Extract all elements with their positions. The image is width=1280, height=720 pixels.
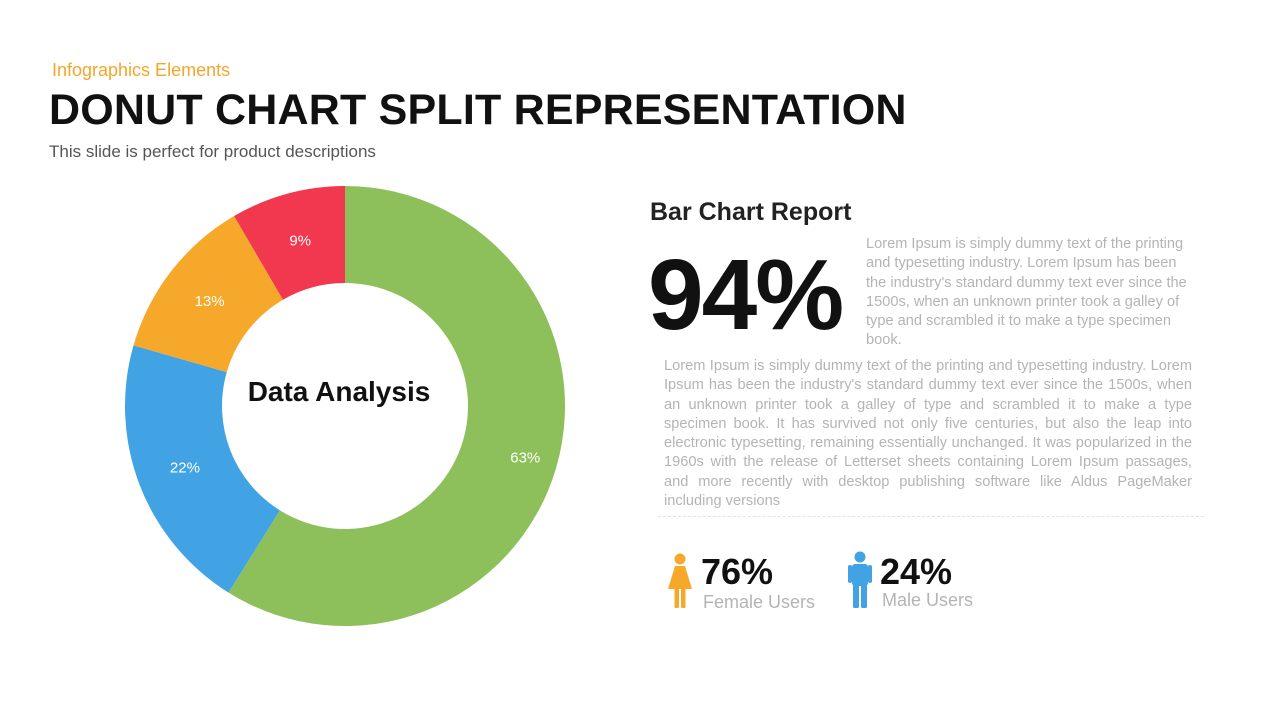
donut-slice-label-9: 9%: [289, 232, 311, 249]
report-title: Bar Chart Report: [650, 198, 852, 226]
report-big-value: 94%: [648, 239, 844, 351]
male-users-label: Male Users: [882, 590, 974, 610]
donut-slice-13: [133, 216, 283, 373]
donut-center-label: Data Analysis: [248, 376, 431, 407]
report-paragraph-short: Lorem Ipsum is simply dummy text of the …: [866, 236, 1187, 349]
report-paragraph-long: Lorem Ipsum is simply dummy text of the …: [664, 358, 1192, 510]
page-title: DONUT CHART SPLIT REPRESENTATION: [49, 86, 907, 134]
page-description: This slide is perfect for product descri…: [49, 142, 376, 161]
eyebrow-text: Infographics Elements: [52, 60, 231, 80]
female-users-label: Female Users: [703, 592, 816, 612]
male-user-icon: [848, 551, 872, 608]
section-divider: [658, 516, 1204, 517]
female-user-icon: [668, 553, 692, 608]
donut-slice-22: [124, 345, 280, 593]
donut-slice-label-22: 22%: [170, 460, 200, 477]
female-users-value: 76%: [701, 551, 774, 592]
donut-slice-label-63: 63%: [510, 450, 540, 467]
donut-slice-63: [228, 186, 565, 626]
male-users-value: 24%: [880, 551, 953, 592]
donut-slice-9: [234, 186, 345, 300]
donut-chart: 63% 22% 13% 9% Data Analysis: [124, 186, 565, 626]
donut-slice-label-13: 13%: [195, 293, 225, 310]
